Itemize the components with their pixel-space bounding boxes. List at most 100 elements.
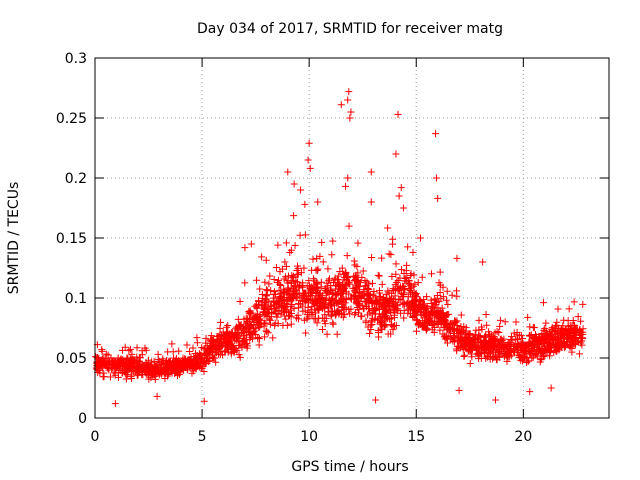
data-point: [274, 320, 282, 328]
data-point: [400, 314, 408, 322]
data-point: [409, 282, 417, 290]
data-point: [167, 360, 175, 368]
data-point: [453, 254, 461, 262]
data-point: [280, 285, 288, 293]
data-point: [465, 339, 473, 347]
data-point: [477, 342, 485, 350]
data-point: [143, 362, 151, 370]
data-point: [354, 239, 362, 247]
data-point: [238, 340, 246, 348]
data-point: [413, 327, 421, 335]
data-point: [342, 182, 350, 190]
data-point: [177, 361, 185, 369]
data-point: [259, 294, 267, 302]
data-point: [350, 291, 358, 299]
data-point: [279, 265, 287, 273]
data-point: [375, 333, 383, 341]
data-point: [345, 305, 353, 313]
data-point: [345, 88, 353, 96]
data-point: [318, 295, 326, 303]
x-axis-label: GPS time / hours: [291, 459, 408, 475]
data-point: [210, 354, 217, 362]
data-point: [275, 286, 283, 294]
data-point: [427, 311, 435, 319]
data-point: [273, 313, 281, 321]
data-point: [353, 262, 361, 270]
data-point: [461, 342, 469, 350]
data-point: [577, 328, 585, 336]
data-point: [433, 174, 441, 182]
data-point: [505, 347, 513, 355]
data-point: [378, 280, 386, 288]
data-point: [260, 322, 268, 330]
data-point: [138, 347, 146, 355]
data-point: [188, 369, 196, 377]
data-point: [496, 322, 504, 330]
data-point: [233, 329, 241, 337]
data-point: [328, 307, 336, 315]
data-point: [337, 101, 345, 109]
data-point: [514, 351, 522, 359]
data-point: [403, 261, 411, 269]
data-point: [378, 311, 386, 319]
data-point: [296, 300, 304, 308]
data-point: [368, 305, 376, 313]
data-point: [352, 286, 360, 294]
data-point: [266, 316, 274, 324]
data-point: [182, 361, 190, 369]
data-point: [235, 321, 243, 329]
data-point: [152, 366, 160, 374]
data-point: [418, 273, 426, 281]
data-point: [305, 139, 313, 147]
data-point: [385, 289, 393, 297]
data-point: [469, 341, 477, 349]
data-point: [262, 256, 270, 264]
data-point: [135, 357, 143, 365]
data-point: [400, 307, 408, 315]
data-point: [456, 344, 464, 352]
data-point: [127, 373, 135, 381]
data-point: [134, 357, 142, 365]
data-point: [362, 319, 370, 327]
data-point: [472, 326, 480, 334]
data-point: [261, 333, 269, 341]
data-point: [168, 340, 176, 348]
data-point: [129, 359, 137, 367]
data-point: [275, 303, 283, 311]
data-point: [287, 320, 295, 328]
data-point: [130, 362, 138, 370]
data-point: [366, 309, 374, 317]
data-point: [212, 358, 220, 366]
data-point: [517, 346, 525, 354]
data-point: [157, 364, 165, 372]
data-point: [418, 317, 426, 325]
data-point: [198, 344, 206, 352]
y-tick-label: 0.3: [65, 51, 87, 67]
data-point: [262, 292, 270, 300]
data-point: [565, 305, 573, 313]
data-point: [575, 350, 583, 358]
data-point: [266, 272, 274, 280]
data-point: [414, 320, 422, 328]
data-points: [92, 88, 587, 408]
data-point: [171, 362, 179, 370]
data-point: [344, 96, 352, 104]
data-point: [344, 174, 352, 182]
data-point: [518, 338, 526, 346]
y-tick-label: 0.15: [56, 231, 87, 247]
data-point: [356, 289, 364, 297]
data-point: [466, 360, 474, 368]
data-point: [526, 339, 534, 347]
data-point: [300, 264, 308, 272]
data-point: [504, 338, 512, 346]
data-point: [384, 224, 392, 232]
data-point: [338, 286, 346, 294]
data-point: [133, 353, 141, 361]
data-point: [559, 329, 567, 337]
data-point: [221, 347, 229, 355]
data-point: [340, 276, 348, 284]
data-point: [542, 319, 550, 327]
data-point: [412, 290, 420, 298]
data-point: [384, 330, 392, 338]
data-point: [539, 299, 547, 307]
